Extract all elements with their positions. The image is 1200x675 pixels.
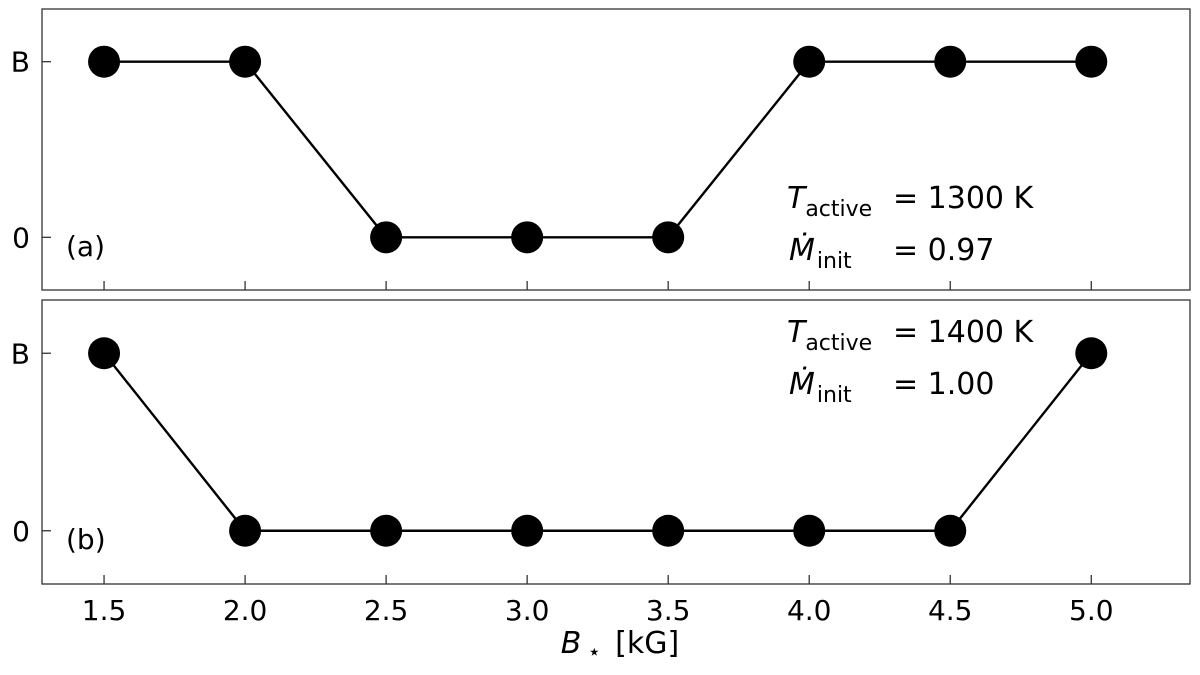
x-tick-label: 3.5	[646, 594, 691, 627]
panel-a: 0 B (a) Tactive = 1300 K Ṁinit = 0.97	[11, 8, 1191, 291]
x-axis-label: B ⋆ [kG]	[561, 626, 679, 665]
data-point	[229, 514, 262, 547]
data-point	[88, 45, 121, 78]
x-tick-label: 3.0	[505, 594, 550, 627]
panel-b: 0 B (b) Tactive = 1400 K Ṁinit = 1.00	[11, 299, 1191, 585]
data-point	[793, 45, 826, 78]
data-point	[88, 337, 121, 370]
panel-label: (b)	[66, 523, 106, 556]
y-tick-label: B	[11, 46, 30, 79]
x-tick-label: 5.0	[1069, 594, 1114, 627]
x-tick-label: 2.0	[223, 594, 268, 627]
data-point	[793, 514, 826, 547]
x-tick-label: 4.0	[787, 594, 832, 627]
annotation-temperature: Tactive = 1300 K	[787, 181, 1035, 222]
x-tick-label: 1.5	[82, 594, 127, 627]
data-point	[511, 514, 544, 547]
data-point	[1075, 337, 1108, 370]
series-line	[104, 60, 1092, 239]
x-tick-label: 4.5	[928, 594, 973, 627]
annotation-mdot: Ṁinit = 1.00	[789, 366, 994, 408]
annotation-temperature: Tactive = 1400 K	[787, 315, 1035, 356]
data-point	[229, 45, 262, 78]
plot-frame	[41, 299, 1191, 585]
data-point	[934, 514, 967, 547]
panel-label: (a)	[66, 230, 105, 263]
data-point	[370, 514, 403, 547]
y-tick-label: 0	[12, 221, 30, 254]
x-tick-label: 2.5	[364, 594, 409, 627]
data-point	[511, 221, 544, 254]
x-axis: 1.5 2.0 2.5 3.0 3.5 4.0 4.5 5.0	[82, 594, 1114, 627]
y-tick-label: B	[11, 337, 30, 370]
series-line	[103, 352, 1093, 532]
plot-frame	[41, 8, 1191, 291]
y-tick-label: 0	[12, 515, 30, 548]
data-point	[934, 45, 967, 78]
annotation-mdot: Ṁinit = 0.97	[789, 232, 994, 274]
annotation: Tactive = 1400 K Ṁinit = 1.00	[787, 315, 1035, 408]
data-point	[652, 514, 685, 547]
data-point	[1075, 45, 1108, 78]
data-point	[652, 221, 685, 254]
data-point	[370, 221, 403, 254]
annotation: Tactive = 1300 K Ṁinit = 0.97	[787, 181, 1035, 274]
panels: 0 B (a) Tactive = 1300 K Ṁinit = 0.97 0 B (b) Tact…	[11, 8, 1191, 585]
